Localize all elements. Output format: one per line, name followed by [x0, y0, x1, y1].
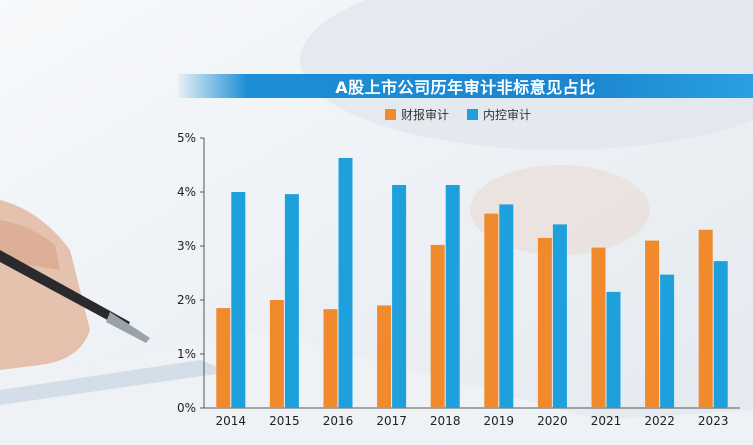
- legend-swatch-financial-audit: [385, 109, 396, 120]
- bar-financial-audit-2018: [430, 244, 445, 408]
- bar-financial-audit-2023: [698, 229, 713, 408]
- y-tick-label: 3%: [177, 239, 196, 253]
- x-tick-label: 2016: [323, 414, 354, 428]
- x-tick-label: 2015: [269, 414, 300, 428]
- bar-financial-audit-2021: [591, 247, 606, 408]
- legend-label-internal-control-audit: 内控审计: [483, 108, 532, 122]
- bar-financial-audit-2014: [216, 308, 231, 408]
- x-tick-label: 2018: [430, 414, 461, 428]
- chart-title: A股上市公司历年审计非标意见占比: [335, 78, 596, 97]
- bar-financial-audit-2017: [377, 305, 392, 408]
- legend-swatch-internal-control-audit: [467, 109, 479, 120]
- x-tick-label: 2014: [216, 414, 247, 428]
- y-tick-label: 5%: [177, 131, 196, 145]
- bar-internal-control-audit-2023: [713, 261, 728, 408]
- y-tick-label: 1%: [177, 347, 196, 361]
- bar-internal-control-audit-2022: [660, 274, 675, 408]
- bar-financial-audit-2015: [269, 300, 284, 408]
- legend-label-financial-audit: 财报审计: [401, 108, 450, 122]
- bar-internal-control-audit-2020: [552, 224, 567, 408]
- x-tick-label: 2017: [376, 414, 407, 428]
- bar-internal-control-audit-2017: [392, 184, 407, 408]
- bar-internal-control-audit-2021: [606, 291, 621, 408]
- bar-financial-audit-2020: [537, 237, 552, 408]
- bar-internal-control-audit-2019: [499, 204, 514, 408]
- x-tick-label: 2019: [484, 414, 515, 428]
- y-tick-label: 4%: [177, 185, 196, 199]
- x-tick-label: 2022: [644, 414, 675, 428]
- bar-financial-audit-2022: [645, 240, 660, 408]
- bar-internal-control-audit-2018: [445, 184, 460, 408]
- x-tick-label: 2021: [591, 414, 622, 428]
- x-tick-label: 2023: [698, 414, 729, 428]
- bar-financial-audit-2016: [323, 309, 338, 408]
- y-tick-label: 0%: [177, 401, 196, 415]
- bar-financial-audit-2019: [484, 213, 499, 408]
- bar-internal-control-audit-2014: [231, 192, 246, 408]
- legend-item-internal-control-audit: 内控审计: [467, 106, 531, 123]
- x-tick-label: 2020: [537, 414, 568, 428]
- legend-item-financial-audit: 财报审计: [385, 106, 449, 123]
- y-tick-label: 2%: [177, 293, 196, 307]
- title-banner: A股上市公司历年审计非标意见占比: [178, 74, 753, 98]
- bar-internal-control-audit-2016: [338, 157, 353, 408]
- legend: 财报审计 内控审计: [385, 106, 549, 123]
- bar-internal-control-audit-2015: [284, 194, 299, 408]
